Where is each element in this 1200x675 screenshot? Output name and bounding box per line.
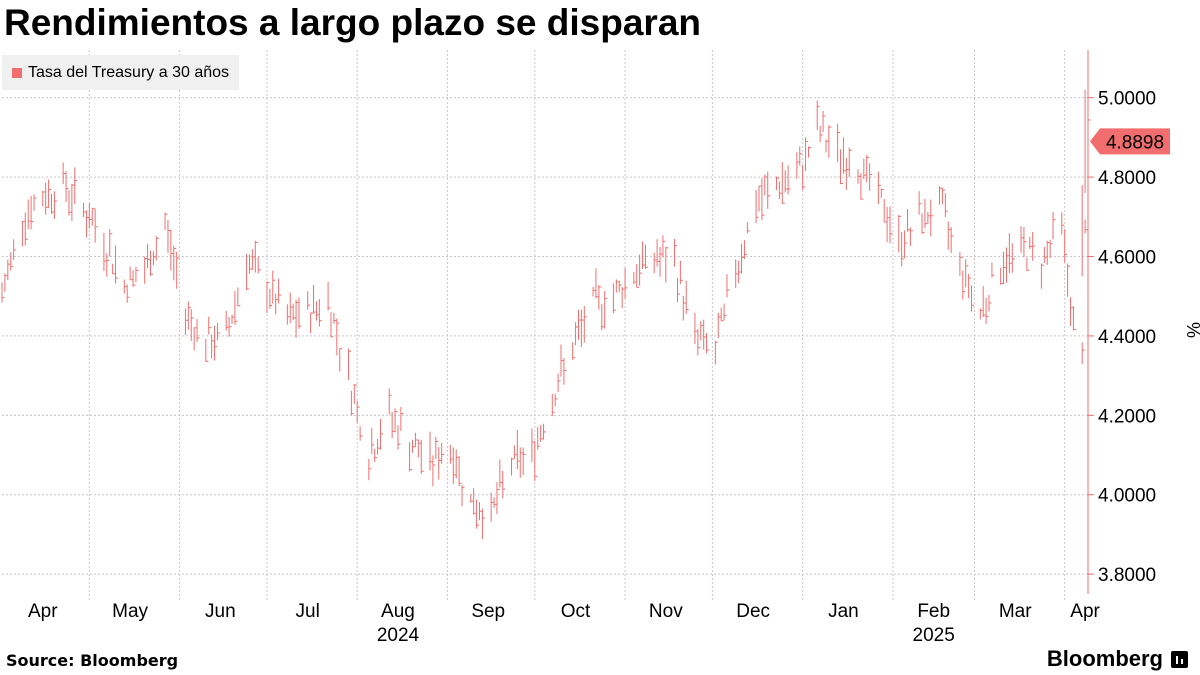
y-tick-label: 4.4000 [1098,327,1156,348]
x-tick-label: Apr [1070,601,1100,622]
legend-swatch [12,67,22,78]
x-tick-label: May [112,601,148,622]
x-tick-label: Feb [917,601,950,622]
bloomberg-terminal-icon [1171,650,1188,668]
y-axis-unit: % [1183,322,1200,338]
x-tick-label: Aug [381,601,415,622]
legend-label: Tasa del Treasury a 30 años [28,63,230,81]
x-tick-label: Dec [736,601,770,622]
y-tick-label: 5.0000 [1098,89,1156,110]
x-tick-label: Mar [999,601,1032,622]
source-note: Source: Bloomberg [6,651,179,670]
brand-name: Bloomberg [1046,646,1163,671]
x-tick-label: Sep [471,601,505,622]
y-tick-label: 4.2000 [1098,406,1156,427]
x-tick-label: Apr [28,601,58,622]
x-tick-label: Nov [649,601,683,622]
last-value-label: 4.8898 [1106,132,1164,153]
x-year-label: 2024 [377,625,420,646]
y-tick-label: 4.8000 [1098,168,1156,189]
y-tick-label: 4.0000 [1098,486,1156,507]
last-value-marker [1090,128,1170,155]
x-tick-label: Jul [296,601,320,622]
y-tick-label: 3.8000 [1098,565,1156,586]
chart-legend: Tasa del Treasury a 30 años [2,55,240,90]
x-tick-label: Jan [828,601,859,622]
y-tick-label: 4.6000 [1098,247,1156,268]
x-tick-label: Jun [205,601,236,622]
brand-logo: Bloomberg [1047,646,1188,672]
x-tick-label: Oct [561,601,591,622]
chart-title: Rendimientos a largo plazo se disparan [4,2,702,43]
x-year-label: 2025 [913,625,955,646]
